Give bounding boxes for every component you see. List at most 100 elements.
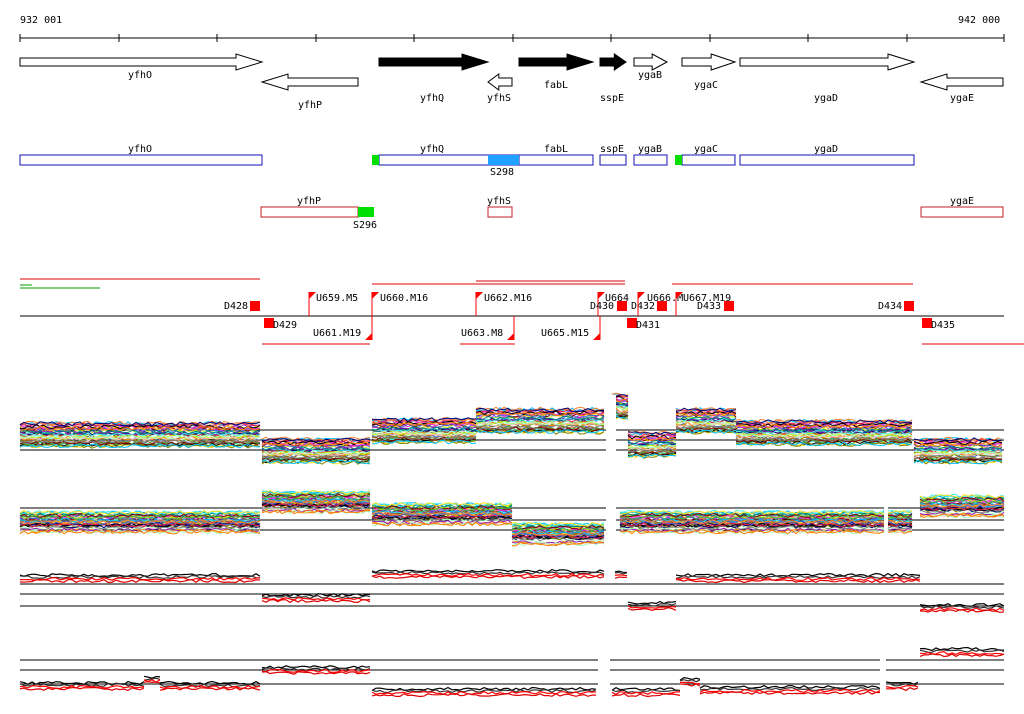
- marker-flag[interactable]: [676, 292, 683, 299]
- data-gap: [880, 640, 886, 700]
- gene-label-yfho: yfhO: [128, 70, 152, 81]
- site-s296[interactable]: [358, 207, 374, 217]
- marker-flag[interactable]: [593, 333, 600, 340]
- expression-trace: [19, 500, 1005, 538]
- forward-label-ygad: ygaD: [814, 144, 838, 155]
- expression-trace: [19, 406, 1003, 456]
- reverse-box-yfhp[interactable]: [260, 206, 359, 218]
- gene-label-ygac: ygaC: [694, 80, 718, 91]
- expression-panels: [19, 392, 1005, 710]
- tss-mark: [675, 155, 682, 165]
- expression-trace: [19, 404, 1003, 453]
- forward-box-ygac[interactable]: [681, 154, 736, 166]
- gene-arrow-fabl[interactable]: [518, 53, 595, 71]
- gene-arrow-ygab[interactable]: [633, 53, 669, 71]
- marker-flag[interactable]: [657, 301, 667, 311]
- marker-flag[interactable]: [598, 292, 605, 299]
- marker-label-below: D435: [931, 320, 955, 331]
- gene-arrow-yfhs[interactable]: [487, 73, 513, 91]
- expression-trace: [19, 499, 1004, 537]
- expression-trace: [19, 570, 1005, 609]
- data-gap: [598, 650, 610, 710]
- expression-trace: [19, 568, 1005, 607]
- expression-trace: [19, 509, 1005, 547]
- expression-trace: [19, 413, 1003, 462]
- gene-label-fabl: fabL: [544, 80, 568, 91]
- marker-flag[interactable]: [904, 301, 914, 311]
- gene-arrow-yfhp[interactable]: [260, 73, 359, 91]
- expression-trace: [19, 646, 1005, 692]
- forward-label-ygac: ygaC: [694, 144, 718, 155]
- expression-trace: [19, 410, 1003, 460]
- reverse-strand-track: yfhP yfhS ygaE S296: [260, 196, 1004, 231]
- marker-label-above: D434: [878, 301, 902, 312]
- gene-label-ygab: ygaB: [638, 70, 662, 81]
- gene-arrow-yfho[interactable]: [19, 53, 264, 71]
- coordinate-ruler: 932 001 942 000: [19, 15, 1005, 42]
- marker-label-above: U660.M16: [380, 293, 428, 304]
- marker-flag[interactable]: [638, 292, 645, 299]
- site-s298[interactable]: [488, 155, 519, 165]
- site-label-s296: S296: [353, 220, 377, 231]
- marker-flag[interactable]: [372, 292, 379, 299]
- marker-flag[interactable]: [724, 301, 734, 311]
- gene-label-yfhp: yfhP: [298, 100, 322, 111]
- expression-trace: [19, 398, 1003, 447]
- gene-arrow-track: yfhO yfhP yfhQ yfhS fabL sspE ygaB ygaC ygaD ygaE: [19, 53, 1004, 111]
- gene-label-sspe: sspE: [600, 93, 624, 104]
- expression-trace: [19, 649, 1005, 694]
- reverse-box-yfhs[interactable]: [487, 206, 513, 218]
- gene-arrow-yfhq[interactable]: [378, 53, 490, 71]
- marker-flag[interactable]: [476, 292, 483, 299]
- gene-label-ygad: ygaD: [814, 93, 838, 104]
- marker-label-above: D433: [697, 301, 721, 312]
- forward-box-yfho[interactable]: [19, 154, 263, 166]
- marker-flag[interactable]: [627, 318, 637, 328]
- gene-arrow-ygae[interactable]: [919, 73, 1004, 91]
- marker-label-above: D430: [590, 301, 614, 312]
- expression-trace: [19, 651, 1005, 696]
- marker-label-above: D432: [631, 301, 655, 312]
- ruler-ticks: [19, 34, 1005, 42]
- expression-trace: [19, 574, 1005, 613]
- marker-flag[interactable]: [264, 318, 274, 328]
- marker-flag[interactable]: [617, 301, 627, 311]
- marker-label-below: U661.M19: [313, 328, 361, 339]
- forward-label-yfho: yfhO: [128, 144, 152, 155]
- marker-label-below: D429: [273, 320, 297, 331]
- marker-label-above: U664: [605, 293, 629, 304]
- marker-flag[interactable]: [250, 301, 260, 311]
- expression-trace: [19, 507, 1005, 545]
- marker-label-above: U662.M16: [484, 293, 532, 304]
- reverse-box-ygae[interactable]: [920, 206, 1004, 218]
- marker-flag[interactable]: [922, 318, 932, 328]
- forward-box-fabl[interactable]: [518, 154, 594, 166]
- marker-label-above: D428: [224, 301, 248, 312]
- marker-flag[interactable]: [309, 292, 316, 299]
- forward-label-sspe: sspE: [600, 144, 624, 155]
- reverse-label-ygae: ygaE: [950, 196, 974, 207]
- forward-box-ygad[interactable]: [739, 154, 915, 166]
- marker-label-above: U666.M: [647, 293, 683, 304]
- data-gap: [606, 395, 616, 545]
- marker-flag[interactable]: [507, 333, 514, 340]
- gene-label-yfhs: yfhS: [487, 93, 511, 104]
- expression-trace: [19, 401, 1003, 451]
- marker-flag[interactable]: [365, 333, 372, 340]
- forward-label-ygab: ygaB: [638, 144, 662, 155]
- forward-label-fabl: fabL: [544, 144, 568, 155]
- ruler-end-label: 942 000: [958, 15, 1000, 26]
- marker-label-below: U663.M8: [461, 328, 503, 339]
- marker-label-above: U667.M19: [683, 293, 731, 304]
- gene-arrow-ygad[interactable]: [739, 53, 916, 71]
- forward-box-ygab[interactable]: [633, 154, 668, 166]
- forward-box-sspe[interactable]: [599, 154, 627, 166]
- gene-arrow-sspe[interactable]: [599, 53, 627, 71]
- reverse-label-yfhp: yfhP: [297, 196, 321, 207]
- site-label-s298: S298: [490, 167, 514, 178]
- forward-strand-track: yfhO yfhQ fabL sspE ygaB ygaC ygaD S298: [19, 144, 915, 178]
- gene-label-yfhq: yfhQ: [420, 93, 444, 104]
- marker-label-below: D431: [636, 320, 660, 331]
- gene-arrow-ygac[interactable]: [681, 53, 737, 71]
